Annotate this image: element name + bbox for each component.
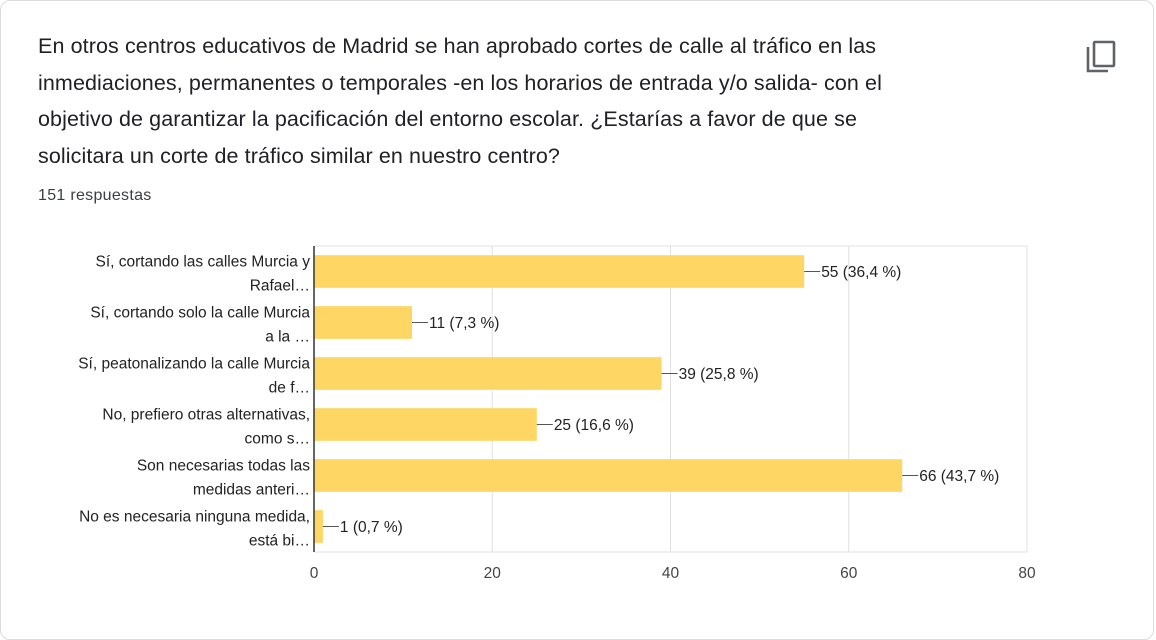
x-tick-label: 20	[484, 565, 502, 582]
bar	[314, 459, 903, 492]
question-line: objetivo de garantizar la pacificación d…	[38, 107, 858, 131]
category-label: Sí, cortando las calles Murcia y	[95, 254, 310, 271]
value-label: 11 (7,3 %)	[429, 315, 499, 332]
value-label: 1 (0,7 %)	[340, 519, 403, 536]
x-tick-label: 0	[310, 565, 319, 582]
bar	[314, 510, 323, 543]
copy-icon	[1086, 40, 1116, 73]
category-label: Sí, peatonalizando la calle Murcia	[78, 356, 310, 373]
x-tick-label: 40	[662, 565, 680, 582]
category-label: Sí, cortando solo la calle Murcia	[90, 305, 310, 322]
question-line: En otros centros educativos de Madrid se…	[38, 34, 877, 58]
x-tick-label: 80	[1018, 565, 1036, 582]
value-label: 25 (16,6 %)	[554, 417, 634, 434]
value-label: 66 (43,7 %)	[919, 468, 999, 485]
question-line: solicitara un corte de tráfico similar e…	[38, 143, 560, 168]
bar-chart: 0 20 40 60 80 55 (36,4 %) Sí, cortando las cal…	[78, 245, 1036, 582]
category-label: Son necesarias todas las	[137, 458, 310, 475]
question-line: inmediaciones, permanentes o temporales …	[38, 70, 882, 95]
bar	[314, 357, 662, 390]
x-tick-label: 60	[840, 565, 858, 582]
copy-chart-button[interactable]	[1081, 34, 1121, 74]
responses-count: 151 respuestas	[38, 187, 152, 204]
bar	[314, 255, 805, 288]
category-label: a la …	[265, 329, 310, 346]
value-label: 55 (36,4 %)	[821, 264, 901, 281]
category-label: medidas anteri…	[193, 482, 310, 499]
value-label: 39 (25,8 %)	[679, 366, 759, 383]
category-label: No es necesaria ninguna medida,	[79, 509, 310, 526]
category-label: está bi…	[249, 533, 310, 550]
category-label: de f…	[269, 380, 310, 397]
bar	[314, 306, 413, 339]
category-label: como s…	[245, 431, 310, 448]
question-text: En otros centros educativos de Madrid se…	[38, 28, 1038, 174]
category-label: Rafael…	[250, 278, 310, 295]
bar	[314, 408, 537, 441]
category-label: No, prefiero otras alternativas,	[102, 407, 310, 424]
